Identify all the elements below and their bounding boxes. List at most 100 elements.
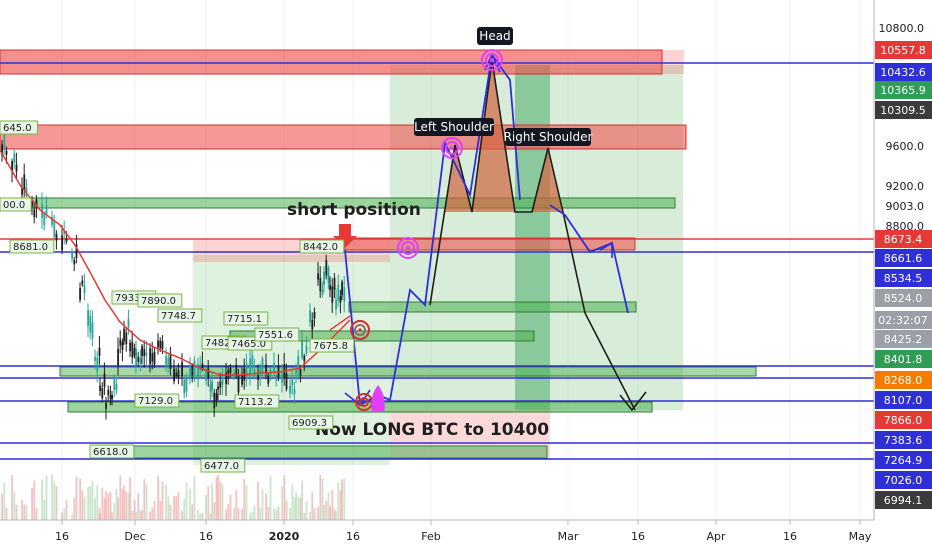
candle-body — [79, 287, 81, 300]
price-tick-label: 8800.0 — [886, 220, 925, 233]
candle-body — [159, 340, 162, 349]
volume-bar — [311, 492, 314, 520]
candle-body — [33, 209, 36, 217]
time-tick-label: 2020 — [269, 530, 300, 543]
volume-bar — [23, 504, 26, 520]
price-callout: 7890.0 — [137, 293, 183, 308]
resistance-zone-top — [0, 49, 663, 75]
svg-text:7482.2: 7482.2 — [205, 338, 240, 349]
volume-bar — [237, 508, 240, 520]
price-badge: 8107.0 — [875, 391, 932, 409]
time-tick-label: Apr — [706, 530, 726, 543]
volume-bar — [87, 486, 89, 520]
candle-body — [339, 296, 342, 303]
volume-bar — [25, 505, 28, 520]
volume-bar — [241, 509, 243, 520]
price-callout: 00.0 — [0, 197, 32, 212]
volume-bar — [209, 513, 212, 520]
candle-body — [331, 286, 334, 303]
price-callout: 645.0 — [0, 120, 38, 135]
short-position-label: short position — [287, 200, 421, 220]
candle-body — [1, 144, 3, 156]
candle-body — [51, 217, 53, 226]
volume-bar — [331, 489, 334, 520]
volume-bar — [121, 489, 124, 520]
volume-bar — [145, 483, 148, 520]
svg-text:6618.0: 6618.0 — [93, 447, 128, 458]
candle-body — [333, 277, 336, 290]
candle-body — [249, 358, 251, 374]
candle-body — [191, 366, 194, 376]
candle-body — [151, 353, 154, 362]
time-tick-label: 16 — [783, 530, 797, 543]
support-zone-4 — [59, 366, 757, 377]
candle-body — [267, 375, 270, 384]
volume-bar — [55, 486, 58, 520]
candle-body — [71, 251, 73, 259]
volume-bar — [257, 481, 259, 520]
svg-text:10557.8: 10557.8 — [880, 44, 926, 57]
candle-body — [5, 150, 8, 155]
candle-body — [327, 267, 330, 284]
candle-body — [115, 384, 118, 391]
right-shoulder-label: Right Shoulder — [504, 130, 593, 144]
resistance-zone-top-ext — [662, 50, 684, 74]
volume-bar — [225, 509, 227, 520]
volume-bar — [125, 491, 128, 520]
candle-body — [61, 235, 63, 251]
price-badge: 10309.5 — [875, 101, 932, 119]
volume-bar — [177, 492, 180, 520]
svg-text:6477.0: 6477.0 — [204, 461, 239, 472]
svg-text:8673.4: 8673.4 — [884, 233, 923, 246]
svg-text:6909.3: 6909.3 — [292, 418, 327, 429]
projection-path-blue-2 — [549, 204, 629, 314]
trend-line-red — [329, 315, 351, 331]
candle-body — [101, 388, 104, 399]
time-tick-label: Mar — [558, 530, 579, 543]
price-badge: 7866.0 — [875, 411, 932, 429]
candle-body — [219, 381, 222, 388]
volume-bar — [107, 493, 110, 520]
candle-body — [181, 362, 183, 377]
price-badge: 8524.0 — [875, 289, 932, 307]
svg-text:7026.0: 7026.0 — [884, 474, 923, 487]
volume-bar — [319, 474, 322, 520]
candle-body — [127, 318, 130, 328]
volume-bar — [277, 506, 280, 520]
volume-bar — [229, 494, 232, 520]
candle-body — [293, 389, 296, 394]
volume-bar — [227, 503, 230, 520]
volume-bar — [275, 509, 278, 520]
svg-text:7748.7: 7748.7 — [161, 311, 196, 322]
volume-bar — [139, 510, 142, 520]
volume-bar — [197, 510, 199, 520]
volume-bar — [153, 500, 156, 520]
target-marker-mid — [397, 237, 419, 259]
head-shoulders-outline — [429, 59, 636, 411]
volume-bar — [83, 497, 86, 520]
candle-body — [119, 339, 122, 346]
svg-text:8425.2: 8425.2 — [884, 333, 923, 346]
svg-text:7675.8: 7675.8 — [313, 341, 348, 352]
price-badge: 8425.2 — [875, 330, 932, 348]
candle-body — [35, 199, 38, 209]
volume-bar — [149, 511, 151, 520]
arrow-down-head — [619, 391, 647, 412]
candle-body — [337, 284, 340, 301]
svg-text:10365.9: 10365.9 — [880, 84, 926, 97]
volume-bar — [169, 505, 172, 520]
volume-bar — [289, 507, 291, 520]
volume-bar — [299, 497, 302, 520]
volume-bar — [317, 506, 319, 520]
volume-bar — [323, 505, 325, 520]
volume-bar — [253, 505, 256, 520]
svg-text:8681.0: 8681.0 — [13, 242, 48, 253]
candle-body — [185, 378, 188, 392]
volume-bar — [235, 489, 238, 520]
volume-bar — [191, 504, 194, 520]
left-shoulder-label: Left Shoulder — [414, 120, 494, 134]
volume-bar — [11, 475, 13, 520]
left-shoulder-label-box: Left Shoulder — [414, 118, 494, 136]
candle-body — [209, 384, 212, 392]
